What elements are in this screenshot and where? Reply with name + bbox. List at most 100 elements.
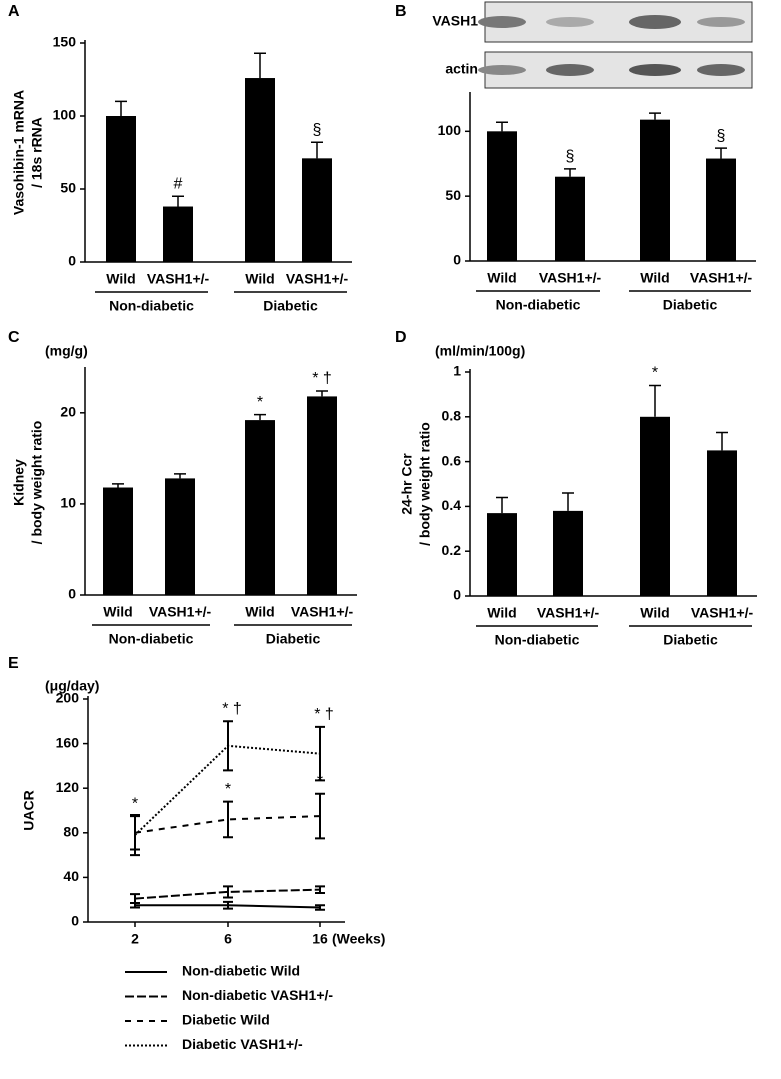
y-axis-label: / body weight ratio (417, 422, 433, 546)
band (478, 16, 526, 28)
bar (640, 119, 670, 261)
bar (487, 513, 517, 596)
x-axis-label: (Weeks) (332, 931, 385, 947)
legend-label: Diabetic Wild (182, 1012, 270, 1028)
y-axis-label: 24-hr Ccr (399, 453, 415, 515)
unit-label: (μg/day) (45, 678, 99, 694)
x-tick-label: VASH1+/- (539, 270, 602, 286)
bar (245, 420, 275, 595)
y-tick-label: 0 (68, 586, 76, 602)
error-bar (564, 168, 576, 177)
band (697, 17, 745, 27)
panel-label: D (395, 329, 407, 346)
y-tick-label: 0.8 (442, 408, 462, 424)
annotation: § (313, 121, 322, 138)
error-bar (315, 885, 325, 895)
panel-label: C (8, 329, 20, 346)
error-bar (315, 792, 325, 840)
bar (555, 176, 585, 261)
group-label: Diabetic (263, 298, 318, 314)
panel-label: E (8, 655, 19, 672)
y-tick-label: 50 (60, 180, 76, 196)
error-bar (112, 483, 124, 488)
error-bar (496, 121, 508, 132)
band (546, 64, 594, 76)
group-label: Diabetic (266, 631, 321, 647)
band (478, 65, 526, 75)
y-tick-label: 200 (56, 690, 80, 706)
error-bar (315, 725, 325, 782)
y-tick-label: 100 (53, 107, 77, 123)
x-tick-label: VASH1+/- (691, 605, 754, 621)
y-axis-label: UACR (21, 790, 37, 830)
y-tick-label: 50 (445, 187, 461, 203)
y-axis-label: / 18s rRNA (29, 117, 45, 188)
annotation: * (257, 394, 263, 411)
bar (103, 487, 133, 595)
error-bar (223, 885, 233, 899)
error-bar (254, 52, 266, 79)
bar (707, 450, 737, 596)
y-tick-label: 150 (53, 34, 77, 50)
y-tick-label: 0 (71, 913, 79, 929)
y-tick-label: 0.2 (442, 542, 462, 558)
bar (553, 510, 583, 596)
annotation: § (566, 148, 575, 165)
error-bar (649, 112, 661, 120)
bar (245, 78, 275, 262)
y-tick-label: 1 (453, 363, 461, 379)
x-tick-label: VASH1+/- (149, 604, 212, 620)
panel-label: B (395, 3, 407, 20)
y-tick-label: 120 (56, 779, 80, 795)
y-tick-label: 160 (56, 734, 80, 750)
error-bar (315, 904, 325, 911)
error-bar (130, 893, 140, 905)
annotation: § (717, 127, 726, 144)
annotation: * (317, 773, 323, 790)
y-tick-label: 40 (63, 868, 79, 884)
y-tick-label: 0.6 (442, 452, 462, 468)
bar (163, 206, 193, 262)
blots (478, 1, 753, 89)
band (546, 17, 594, 27)
blot-label: actin (445, 61, 478, 77)
panel-label: A (8, 3, 20, 20)
band (629, 64, 681, 76)
error-bar (311, 141, 323, 159)
blot-label: VASH1 (432, 13, 478, 29)
group-label: Non-diabetic (495, 632, 580, 648)
x-tick-label: Wild (640, 270, 669, 286)
bar (165, 478, 195, 595)
error-bar (649, 384, 661, 417)
bar (307, 396, 337, 595)
y-tick-label: 100 (438, 122, 462, 138)
error-bar (223, 800, 233, 839)
x-tick-label: VASH1+/- (147, 271, 210, 287)
bar (106, 116, 136, 262)
group-label: Non-diabetic (496, 297, 581, 313)
annotation: * † (314, 706, 334, 723)
x-tick-label: VASH1+/- (286, 271, 349, 287)
annotation: * (652, 365, 658, 382)
x-tick-label: VASH1+/- (537, 605, 600, 621)
error-bar (172, 195, 184, 207)
annotation: * (225, 781, 231, 798)
group-label: Non-diabetic (109, 298, 194, 314)
group-label: Diabetic (663, 632, 718, 648)
error-bar (174, 473, 186, 479)
band (629, 15, 681, 29)
unit-label: (ml/min/100g) (435, 343, 525, 359)
annotation: * † (222, 701, 242, 718)
error-bar (496, 496, 508, 514)
group-label: Non-diabetic (109, 631, 194, 647)
bar (640, 416, 670, 596)
x-tick-label: 16 (312, 931, 328, 947)
x-tick-label: VASH1+/- (690, 270, 753, 286)
annotation: * (132, 795, 138, 812)
error-bar (716, 431, 728, 451)
bar (706, 158, 736, 261)
x-tick-label: VASH1+/- (291, 604, 354, 620)
x-tick-label: Wild (106, 271, 135, 287)
bar (487, 131, 517, 261)
